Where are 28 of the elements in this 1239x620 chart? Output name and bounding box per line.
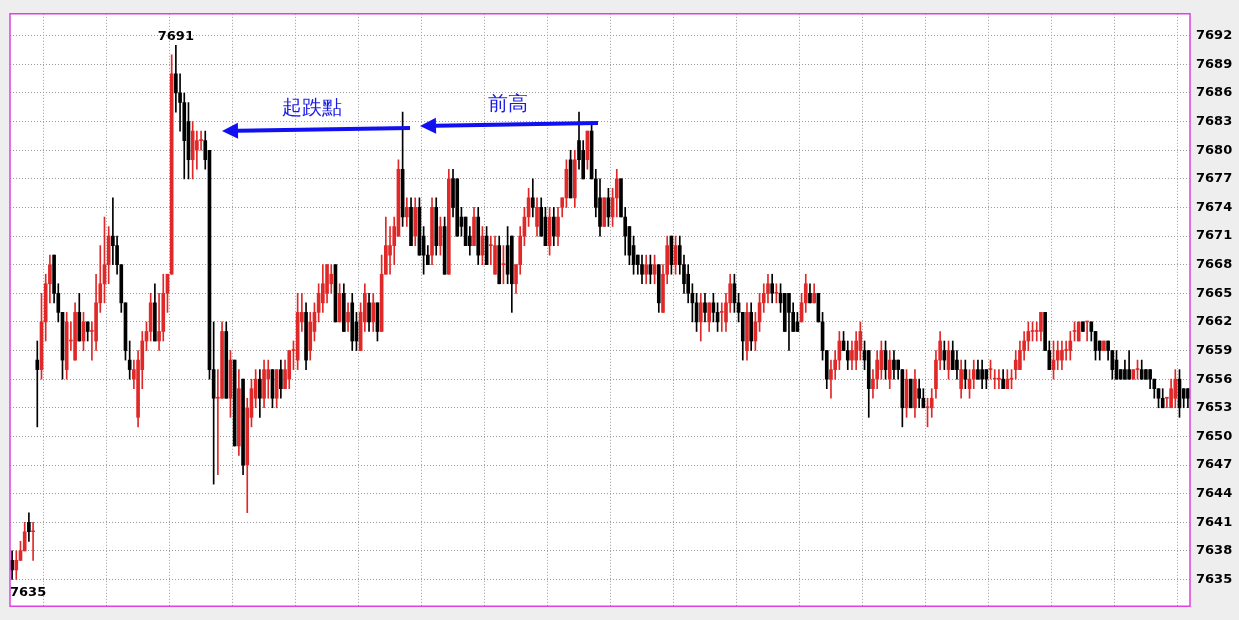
y-tick-label: 7644 xyxy=(1196,485,1233,501)
candlestick xyxy=(31,521,35,561)
annotation: 7691 xyxy=(157,28,194,44)
y-tick-label: 7683 xyxy=(1196,112,1233,128)
y-tick-label: 7641 xyxy=(1196,513,1233,529)
y-tick-label: 7665 xyxy=(1196,284,1233,300)
y-tick-label: 7647 xyxy=(1196,456,1233,472)
y-tick-label: 7668 xyxy=(1196,256,1233,272)
candlestick xyxy=(266,359,271,399)
y-tick-label: 7635 xyxy=(1196,570,1233,586)
y-tick-label: 7650 xyxy=(1196,427,1233,443)
y-tick-label: 7653 xyxy=(1196,399,1233,415)
y-tick-label: 7689 xyxy=(1196,55,1233,71)
y-tick-label: 7638 xyxy=(1196,542,1233,558)
y-tick-label: 7674 xyxy=(1196,198,1233,214)
candlestick xyxy=(719,302,724,332)
y-tick-label: 7662 xyxy=(1196,313,1233,329)
y-tick-label: 7686 xyxy=(1196,84,1233,100)
y-tick-label: 7680 xyxy=(1196,141,1233,157)
y-tick-label: 7692 xyxy=(1196,27,1233,43)
annotation: 起跌點 xyxy=(282,94,342,121)
candlestick xyxy=(35,340,40,428)
y-tick-label: 7659 xyxy=(1196,341,1233,357)
annotation: 前高 xyxy=(488,90,528,117)
y-tick-label: 7656 xyxy=(1196,370,1233,386)
y-tick-label: 7671 xyxy=(1196,227,1233,243)
y-tick-label: 7677 xyxy=(1196,170,1233,186)
annotation: 7635 xyxy=(10,584,47,599)
